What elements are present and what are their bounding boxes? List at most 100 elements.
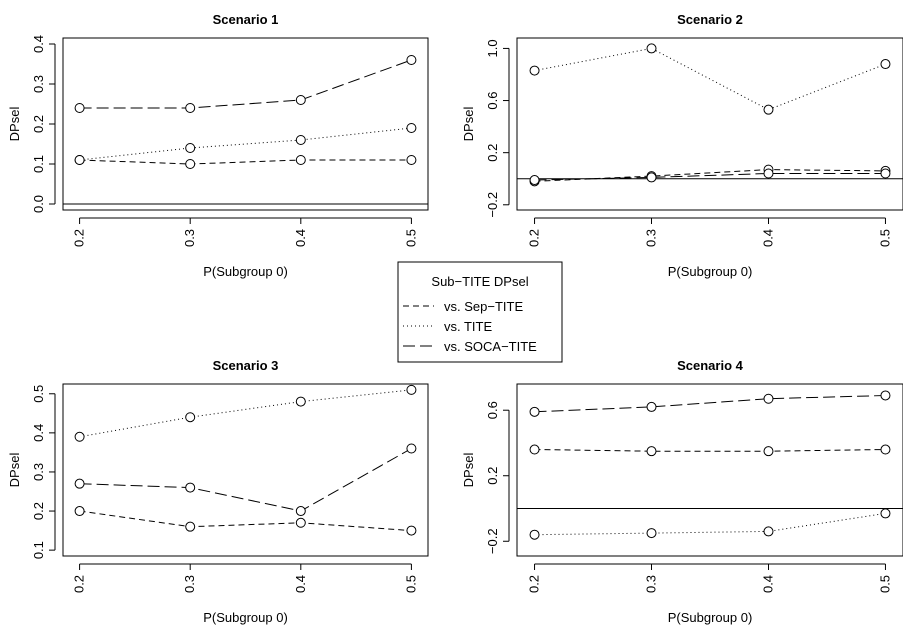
data-point [406, 525, 417, 536]
x-tick-label: 0.4 [293, 575, 308, 593]
x-tick-label: 0.2 [527, 229, 542, 247]
series-line-dashed [534, 449, 886, 452]
x-tick-label: 0.2 [72, 575, 87, 593]
y-axis-label: DPsel [7, 107, 22, 142]
data-point [185, 412, 196, 423]
data-point [185, 521, 196, 532]
data-point [763, 526, 774, 537]
x-tick-label: 0.4 [760, 575, 775, 593]
plot-frame [62, 383, 429, 557]
legend: Sub−TITE DPsel vs. Sep−TITE vs. TITE vs. SO… [397, 261, 563, 363]
x-tick-label: 0.3 [644, 229, 659, 247]
series-line-dotted [79, 127, 412, 161]
data-point [763, 168, 774, 179]
x-tick-label: 0.2 [72, 229, 87, 247]
y-tick-label: 0.6 [485, 401, 500, 419]
series-line-dotted [79, 389, 412, 438]
data-point [646, 43, 657, 54]
panel-scenario-1: Scenario 1 0.0 0.1 0.2 0.3 0.4 0.2 0.3 0.4 0.5 P(S… [7, 12, 429, 279]
data-point [74, 431, 85, 442]
series-line-longdash [534, 395, 886, 413]
panel-title: Scenario 2 [677, 12, 743, 27]
data-point [406, 443, 417, 454]
data-point [74, 506, 85, 517]
series-line-dashed [79, 159, 412, 165]
x-tick-label: 0.3 [644, 575, 659, 593]
data-point [295, 396, 306, 407]
data-point [295, 135, 306, 145]
y-tick-label: 0.0 [31, 195, 46, 213]
series-line-dashed [534, 169, 886, 182]
data-point [185, 103, 196, 113]
x-tick-label: 0.5 [403, 575, 418, 593]
data-point [880, 444, 891, 455]
x-tick-label: 0.4 [293, 229, 308, 247]
y-tick-label: 0.6 [485, 92, 500, 110]
data-point [646, 401, 657, 412]
panel-scenario-2: Scenario 2 −0.2 0.2 0.6 1.0 0.2 0.3 0.4 0.5 P(Sub… [461, 12, 903, 279]
x-axis-label: P(Subgroup 0) [203, 610, 288, 625]
y-tick-label: 0.1 [31, 155, 46, 173]
x-tick-label: 0.5 [877, 229, 892, 247]
y-tick-label: 0.2 [485, 467, 500, 485]
x-tick-label: 0.5 [403, 229, 418, 247]
panel-scenario-4: Scenario 4 −0.2 0.2 0.6 0.2 0.3 0.4 0.5 P(Subgro… [461, 358, 903, 625]
legend-box [397, 261, 563, 363]
y-tick-label: 0.3 [31, 75, 46, 93]
data-point [295, 506, 306, 517]
x-tick-label: 0.2 [527, 575, 542, 593]
data-point [763, 446, 774, 457]
plot-frame [516, 383, 903, 557]
series-line-dashed [79, 510, 412, 532]
series-line-dotted [534, 512, 886, 536]
y-tick-label: −0.2 [485, 528, 500, 554]
legend-entry-label: vs. SOCA−TITE [444, 339, 537, 354]
legend-entry-label: vs. Sep−TITE [444, 299, 523, 314]
series-line-longdash [79, 59, 412, 109]
x-tick-label: 0.4 [760, 229, 775, 247]
data-point [529, 65, 540, 76]
data-point [295, 95, 306, 105]
data-point [880, 390, 891, 401]
panel-scenario-3: Scenario 3 0.1 0.2 0.3 0.4 0.5 0.2 0.3 0.4 0.5 P(S… [7, 358, 429, 625]
data-point [406, 384, 417, 395]
plot-frame [516, 37, 903, 211]
y-tick-label: 0.4 [31, 424, 46, 442]
y-tick-label: 0.2 [485, 144, 500, 162]
x-tick-label: 0.5 [877, 575, 892, 593]
data-point [406, 55, 417, 65]
y-tick-label: 0.5 [31, 385, 46, 403]
data-point [295, 155, 306, 165]
data-point [646, 172, 657, 183]
y-axis-label: DPsel [7, 453, 22, 488]
y-tick-label: 0.2 [31, 115, 46, 133]
y-axis-label: DPsel [461, 107, 476, 142]
series-line-dotted [534, 47, 886, 111]
data-point [880, 168, 891, 179]
data-point [185, 143, 196, 153]
data-point [185, 482, 196, 493]
x-tick-label: 0.3 [182, 229, 197, 247]
x-tick-label: 0.3 [182, 575, 197, 593]
data-point [763, 104, 774, 115]
data-point [646, 446, 657, 457]
y-tick-label: −0.2 [485, 192, 500, 218]
data-point [185, 159, 196, 169]
legend-title: Sub−TITE DPsel [431, 274, 528, 289]
x-axis-label: P(Subgroup 0) [668, 610, 753, 625]
x-axis-label: P(Subgroup 0) [668, 264, 753, 279]
data-point [295, 517, 306, 528]
legend-entry-label: vs. TITE [444, 319, 492, 334]
data-point [74, 103, 85, 113]
panel-title: Scenario 1 [213, 12, 279, 27]
data-point [529, 175, 540, 186]
y-tick-label: 0.1 [31, 541, 46, 559]
plot-frame [62, 37, 429, 211]
data-point [529, 444, 540, 455]
data-point [406, 123, 417, 133]
panel-title: Scenario 3 [213, 358, 279, 373]
x-axis-label: P(Subgroup 0) [203, 264, 288, 279]
data-point [74, 478, 85, 489]
series-line-longdash [79, 448, 412, 512]
